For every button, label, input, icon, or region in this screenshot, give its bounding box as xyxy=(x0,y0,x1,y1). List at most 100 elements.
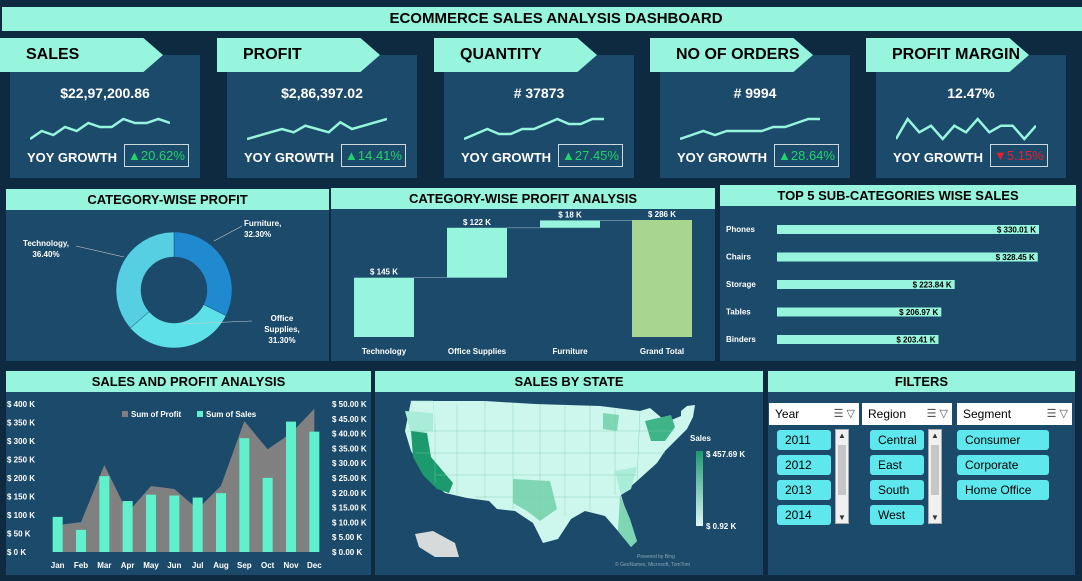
waterfall-category-label: Technology xyxy=(362,347,407,356)
map-credit-2: © GeoNames, Microsoft, TomTom xyxy=(615,561,690,568)
y-axis-left-tick: $ 350 K xyxy=(7,419,35,428)
filter-header: Year ☰ ▽ xyxy=(769,403,859,425)
slicer-scrollbar[interactable]: ▲ ▼ xyxy=(928,429,942,524)
subcategory-bar[interactable] xyxy=(777,307,942,317)
sales-bar[interactable] xyxy=(169,495,180,552)
scroll-up-icon[interactable]: ▲ xyxy=(838,431,846,440)
x-axis-tick: Mar xyxy=(97,561,111,570)
kpi-growth-value: 28.64% xyxy=(790,148,835,163)
filter-label: Year xyxy=(775,407,800,421)
scroll-thumb[interactable] xyxy=(838,445,846,495)
scroll-down-icon[interactable]: ▼ xyxy=(931,513,939,522)
category-profit-panel: CATEGORY-WISE PROFIT Furniture, 32.30% Off… xyxy=(6,189,329,361)
arrow-down-icon: ▼ xyxy=(994,148,1007,163)
sales-profit-panel: SALES AND PROFIT ANALYSIS $ 0 K $ 50 K $ 1… xyxy=(6,371,371,575)
kpi-sparkline-line xyxy=(896,116,1036,141)
sales-bar[interactable] xyxy=(122,501,133,552)
kpi-yoy-label: YOY GROWTH xyxy=(677,150,768,165)
waterfall-bar[interactable] xyxy=(540,220,600,228)
waterfall-bar[interactable] xyxy=(632,220,692,337)
sales-bar[interactable] xyxy=(146,494,156,552)
donut-data-label: Technology, xyxy=(23,239,69,248)
subcategory-bar[interactable] xyxy=(777,225,1039,234)
kpi-growth-badge: ▲14.41% xyxy=(341,144,406,167)
waterfall-bar[interactable] xyxy=(354,277,414,337)
subcategory-bar[interactable] xyxy=(777,335,939,344)
x-axis-tick: Jun xyxy=(167,561,181,570)
y-axis-right-tick: $ 10.00 K xyxy=(332,518,367,527)
sales-bar[interactable] xyxy=(52,516,63,552)
kpi-yoy-label: YOY GROWTH xyxy=(27,150,118,165)
category-profit-donut: Furniture, 32.30% Office Supplies, 31.30% Tec… xyxy=(23,219,300,349)
map-legend-title: Sales xyxy=(690,434,711,443)
slicer-item[interactable]: Corporate xyxy=(957,455,1049,475)
map-states xyxy=(405,400,695,557)
sales-bar[interactable] xyxy=(216,493,226,552)
clear-filter-icon[interactable]: ☰ ▽ xyxy=(1046,408,1068,420)
kpi-growth-value: 27.45% xyxy=(574,148,619,163)
panel-title: CATEGORY-WISE PROFIT ANALYSIS xyxy=(331,188,715,209)
slicer-item[interactable]: 2012 xyxy=(777,455,831,475)
clear-filter-icon[interactable]: ☰ ▽ xyxy=(833,408,855,420)
profit-area[interactable] xyxy=(57,408,315,552)
donut-slice[interactable] xyxy=(173,231,233,317)
scroll-up-icon[interactable]: ▲ xyxy=(931,431,939,440)
x-axis-tick: Nov xyxy=(283,561,299,570)
kpi-value: 12.47% xyxy=(947,85,995,101)
sales-bar[interactable] xyxy=(286,421,296,552)
slicer-item[interactable]: South xyxy=(870,480,924,500)
y-axis-left-tick: $ 100 K xyxy=(7,511,35,520)
sales-bar[interactable] xyxy=(99,476,110,552)
waterfall-data-label: $ 122 K xyxy=(463,218,491,227)
waterfall-category-label: Office Supplies xyxy=(448,347,507,356)
clear-filter-icon[interactable]: ☰ ▽ xyxy=(926,408,948,420)
subcategory-bar[interactable] xyxy=(777,252,1038,262)
slicer-scrollbar[interactable]: ▲ ▼ xyxy=(835,429,849,524)
legend-profit: Sum of Profit xyxy=(131,410,182,419)
slicer-item[interactable]: East xyxy=(870,455,924,475)
slicer-item[interactable]: 2014 xyxy=(777,505,831,525)
leader-line xyxy=(213,225,243,242)
subcategory-data-label: $ 328.45 K xyxy=(996,253,1035,262)
filter-header: Region ☰ ▽ xyxy=(862,403,952,425)
us-map[interactable]: Sales $ 457.69 K $ 0.92 K Powered by Bin… xyxy=(375,371,763,575)
y-axis-left-tick: $ 150 K xyxy=(7,493,35,502)
sales-bar[interactable] xyxy=(239,438,250,552)
kpi-growth-badge: ▲20.62% xyxy=(124,144,189,167)
waterfall-data-label: $ 286 K xyxy=(648,210,676,219)
scroll-thumb[interactable] xyxy=(931,445,939,495)
sales-bar[interactable] xyxy=(192,497,203,552)
legend-sales: Sum of Sales xyxy=(206,410,257,419)
y-axis-right-tick: $ 20.00 K xyxy=(332,489,367,498)
x-axis-tick: Feb xyxy=(74,561,88,570)
scroll-down-icon[interactable]: ▼ xyxy=(838,513,846,522)
slicer-item[interactable]: 2013 xyxy=(777,480,831,500)
leader-line xyxy=(180,320,253,325)
waterfall-category-label: Furniture xyxy=(552,347,588,356)
slicer-item[interactable]: Central xyxy=(870,430,924,450)
x-axis-tick: Apr xyxy=(121,561,135,570)
kpi-card: SALES $22,97,200.86 YOY GROWTH ▲20.62% xyxy=(0,38,200,178)
waterfall-bar[interactable] xyxy=(447,227,507,278)
kpi-value: $2,86,397.02 xyxy=(281,85,363,101)
slicer-item[interactable]: West xyxy=(870,505,924,525)
y-axis-right-tick: $ 40.00 K xyxy=(332,430,367,439)
sales-bar[interactable] xyxy=(309,431,320,552)
slicer-item[interactable]: Consumer xyxy=(957,430,1049,450)
sales-bar[interactable] xyxy=(262,477,273,552)
slicer-item[interactable]: Home Office xyxy=(957,480,1049,500)
kpi-sparkline-line xyxy=(680,117,820,141)
donut-slice[interactable] xyxy=(115,231,175,329)
x-axis-tick: Jan xyxy=(51,561,65,570)
waterfall-data-label: $ 145 K xyxy=(370,268,398,277)
sales-bar[interactable] xyxy=(76,529,86,552)
filter-region: Region ☰ ▽ Central East South West ▲ ▼ xyxy=(862,403,952,525)
subcategory-bar[interactable] xyxy=(777,280,955,289)
map-legend-max: $ 457.69 K xyxy=(706,450,745,459)
subcategory-data-label: $ 223.84 K xyxy=(913,281,952,290)
slicer-item[interactable]: 2011 xyxy=(777,430,831,450)
arrow-up-icon: ▲ xyxy=(778,148,791,163)
subcategory-data-label: $ 203.41 K xyxy=(896,336,935,345)
filter-label: Region xyxy=(868,407,907,421)
map-legend-gradient xyxy=(696,451,703,526)
